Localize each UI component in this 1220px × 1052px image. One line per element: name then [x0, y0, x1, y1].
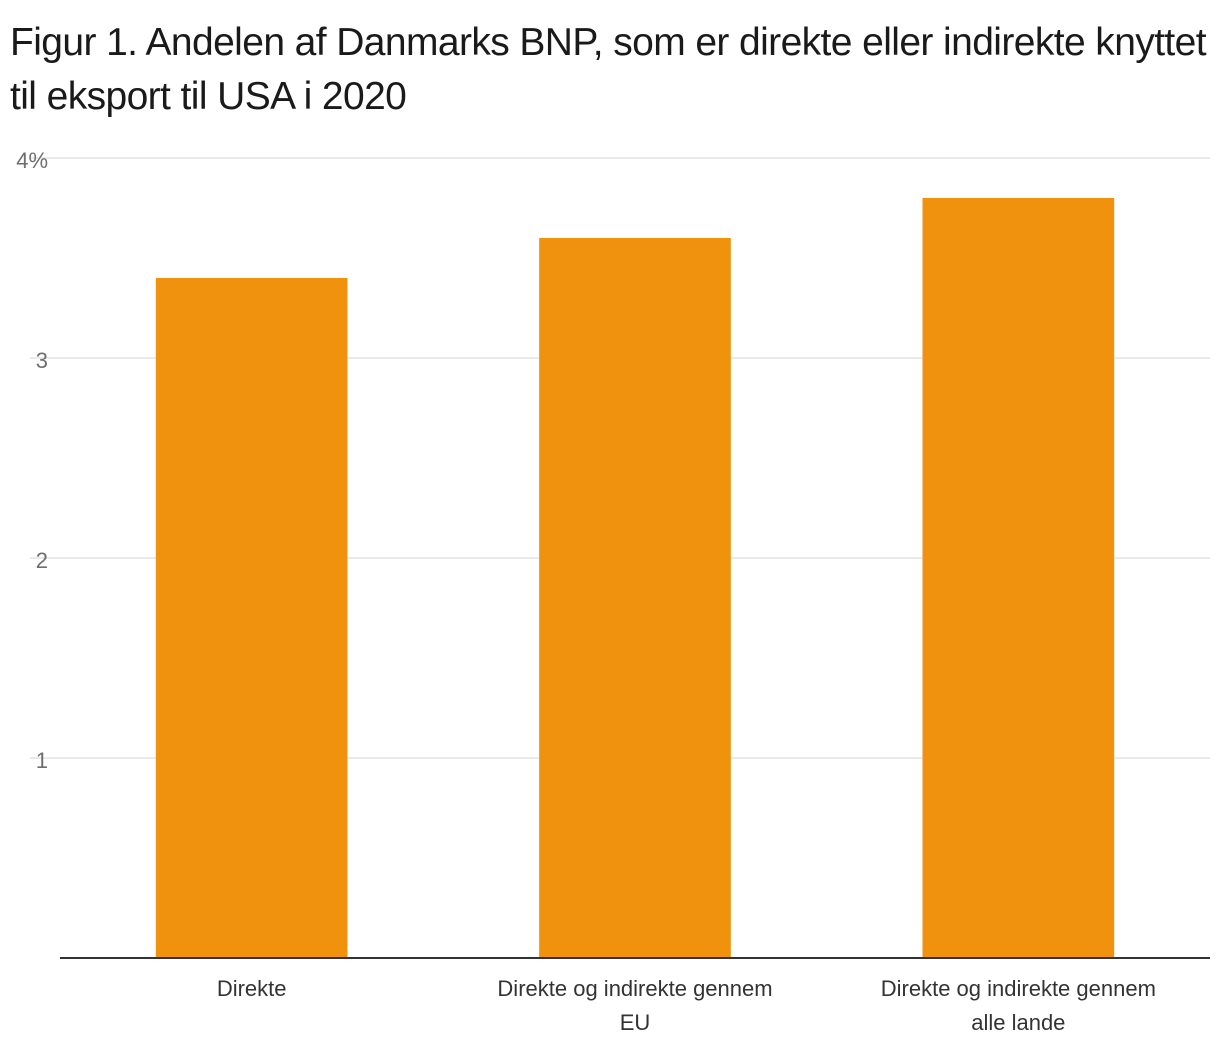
- x-category-label-line: Direkte og indirekte gennem: [881, 976, 1156, 1001]
- x-axis-category-labels: Direkte Direkte og indirekte gennem EUDire…: [217, 976, 1156, 1035]
- x-category-label: Direkte: [217, 976, 287, 1001]
- x-category-label: Direkte og indirekte gennem EU: [497, 976, 772, 1035]
- bar: [922, 198, 1115, 958]
- y-tick-label: 3: [36, 348, 48, 373]
- bars: [155, 198, 1115, 958]
- chart-title: Figur 1. Andelen af Danmarks BNP, som er…: [10, 21, 1207, 118]
- y-tick-label: 2: [36, 548, 48, 573]
- x-category-label: Direkte og indirekte gennem alle lande: [881, 976, 1156, 1035]
- y-tick-label: 1: [36, 748, 48, 773]
- y-axis-ticks: 1 2 3 4%: [16, 148, 48, 773]
- x-category-label-line: alle lande: [971, 1010, 1065, 1035]
- bar: [155, 278, 348, 958]
- x-category-label-line: EU: [620, 1010, 651, 1035]
- x-category-label-line: Direkte: [217, 976, 287, 1001]
- y-tick-label: 4%: [16, 148, 48, 173]
- x-category-label-line: Direkte og indirekte gennem: [497, 976, 772, 1001]
- bar: [539, 238, 731, 958]
